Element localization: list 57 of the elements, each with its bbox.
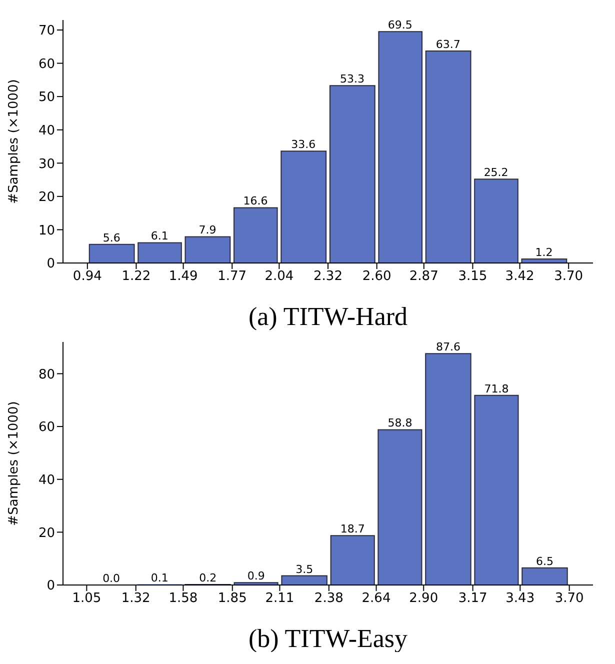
x-tick-label: 2.11 [265, 591, 294, 606]
y-tick-label: 20 [38, 526, 55, 541]
y-tick-label: 30 [38, 156, 55, 172]
y-tick-label: 40 [38, 123, 55, 138]
x-tick-label: 2.60 [362, 269, 392, 284]
data-label: 25.2 [484, 166, 508, 180]
y-tick-label: 40 [38, 472, 55, 488]
data-label: 33.6 [291, 138, 316, 152]
data-label: 58.8 [388, 416, 412, 430]
x-tick-label: 3.42 [505, 269, 534, 284]
y-tick-label: 0 [46, 578, 55, 594]
data-label: 0.2 [199, 571, 217, 584]
y-axis-title: #Samples (×1000) [6, 401, 22, 526]
y-tick-label: 70 [38, 24, 55, 39]
data-label: 0.1 [150, 572, 168, 585]
x-tick-label: 2.90 [409, 591, 438, 606]
x-tick-label: 1.58 [168, 591, 198, 606]
data-label: 3.5 [296, 562, 314, 576]
data-label: 0.0 [102, 572, 120, 585]
x-tick-label: 3.17 [458, 591, 488, 606]
x-tick-label: 0.94 [72, 269, 102, 284]
x-tick-label: 3.15 [458, 269, 488, 284]
data-label: 71.8 [484, 382, 509, 396]
data-label: 69.5 [388, 18, 412, 32]
data-label: 1.2 [535, 246, 553, 260]
data-label: 5.6 [102, 231, 120, 244]
x-tick-label: 1.85 [218, 591, 247, 606]
y-tick-label: 20 [38, 190, 55, 206]
data-label: 6.1 [150, 230, 168, 243]
x-tick-label: 3.70 [554, 269, 584, 284]
y-tick-label: 10 [38, 223, 55, 238]
x-tick-label: 2.32 [314, 269, 342, 284]
y-tick-label: 60 [38, 420, 55, 436]
x-tick-label: 2.64 [362, 591, 391, 606]
x-tick-label: 1.05 [72, 591, 102, 606]
data-label: 0.9 [247, 570, 265, 583]
x-tick-label: 1.22 [122, 269, 151, 284]
x-tick-label: 3.70 [554, 591, 584, 606]
y-tick-label: 60 [38, 56, 55, 72]
x-tick-label: 1.77 [218, 269, 247, 284]
x-tick-label: 1.49 [168, 269, 198, 284]
x-tick-label: 1.32 [121, 591, 150, 606]
y-tick-label: 50 [38, 90, 55, 106]
data-label: 7.9 [198, 224, 216, 237]
data-label: 18.7 [340, 522, 365, 536]
y-axis-title: #Samples (×1000) [6, 79, 22, 204]
y-tick-label: 80 [38, 367, 55, 382]
x-tick-label: 3.43 [506, 591, 535, 606]
data-label: 16.6 [243, 194, 268, 208]
data-label: 63.7 [436, 38, 460, 51]
x-tick-label: 2.04 [264, 269, 294, 284]
data-label: 87.6 [436, 340, 461, 354]
data-label: 6.5 [536, 554, 554, 568]
y-tick-label: 0 [46, 256, 55, 272]
data-label: 53.3 [340, 72, 364, 86]
x-tick-label: 2.87 [409, 269, 438, 284]
x-tick-label: 2.38 [314, 591, 344, 606]
